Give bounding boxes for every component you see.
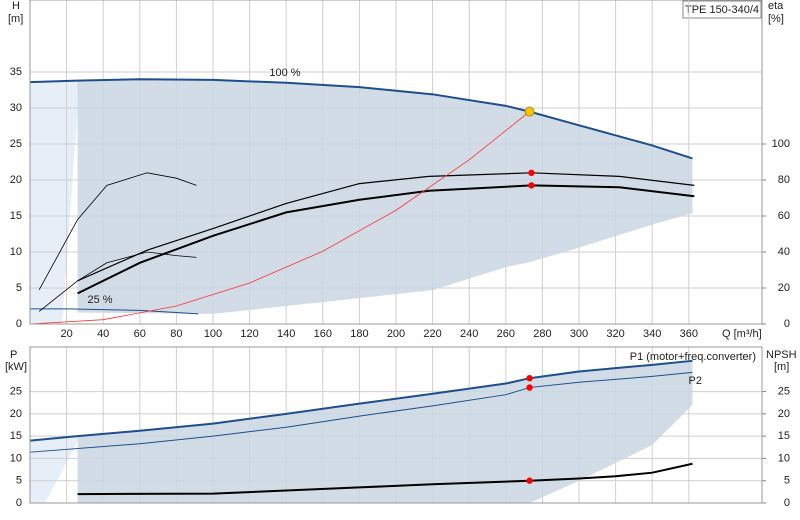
y-tick-label: 10	[10, 246, 22, 258]
x-tick-label: 160	[314, 328, 332, 340]
x-tick-label: 20	[60, 328, 72, 340]
x-axis-label: Q [m³/h]	[722, 328, 762, 340]
y-tick-label: 15	[10, 210, 22, 222]
duty-point	[524, 106, 535, 117]
y2-axis-unit: [m]	[774, 361, 789, 373]
y2-tick-label: 10	[778, 452, 790, 464]
x-tick-label: 200	[387, 328, 405, 340]
y2-tick-label: 5	[784, 475, 790, 487]
x-tick-label: 140	[277, 328, 295, 340]
curve	[29, 78, 693, 160]
y2-tick-label: 40	[778, 246, 790, 258]
plot-frame	[29, 0, 763, 325]
y2-tick-label: 20	[778, 282, 790, 294]
y-tick-label: 25	[10, 138, 22, 150]
y2-axis-label: eta	[768, 0, 784, 12]
y-axis-label: H	[12, 0, 20, 12]
operating-range	[77, 360, 693, 503]
curve	[38, 172, 197, 290]
y-tick-label: 20	[10, 408, 22, 420]
y-axis-label: P	[10, 349, 17, 361]
duty-point	[528, 182, 535, 189]
title-box	[682, 0, 762, 19]
x-tick-label: 100	[204, 328, 222, 340]
y-tick-label: 15	[10, 430, 22, 442]
y2-tick-label: 25	[778, 385, 790, 397]
light-region	[30, 81, 80, 324]
curve	[30, 308, 199, 315]
x-tick-label: 340	[643, 328, 661, 340]
x-tick-label: 60	[134, 328, 146, 340]
x-tick-label: 280	[533, 328, 551, 340]
duty-point	[526, 375, 533, 382]
duty-point	[526, 477, 533, 484]
x-tick-label: 260	[497, 328, 515, 340]
x-tick-label: 240	[460, 328, 478, 340]
light-region	[30, 437, 80, 503]
y2-tick-label: 0	[784, 318, 790, 330]
curve	[38, 251, 197, 312]
x-tick-label: 80	[170, 328, 182, 340]
duty-point	[526, 384, 533, 391]
y-axis-unit: [kW]	[5, 361, 27, 373]
y2-tick-label: 15	[778, 430, 790, 442]
y2-axis-label: NPSH	[766, 349, 797, 361]
y-tick-label: 20	[10, 174, 22, 186]
y-tick-label: 5	[16, 282, 22, 294]
x-tick-label: 300	[570, 328, 588, 340]
curve	[77, 172, 695, 282]
y-tick-label: 10	[10, 452, 22, 464]
y2-tick-label: 80	[778, 174, 790, 186]
x-tick-label: 40	[97, 328, 109, 340]
curve-label: P2	[689, 375, 702, 387]
curve-label: 25 %	[87, 294, 112, 306]
y2-axis-unit: [%]	[768, 13, 784, 25]
curve-label: P1 (motor+freq.converter)	[630, 351, 756, 363]
chart-title: TPE 150-340/4	[685, 4, 759, 16]
y-tick-label: 5	[16, 475, 22, 487]
y-tick-label: 0	[16, 318, 22, 330]
y2-tick-label: 0	[784, 497, 790, 509]
x-tick-label: 120	[240, 328, 258, 340]
plot-frame	[29, 346, 763, 504]
x-tick-label: 180	[350, 328, 368, 340]
duty-point	[528, 169, 535, 176]
curve	[29, 371, 693, 453]
curve	[77, 462, 693, 496]
y-tick-label: 0	[16, 497, 22, 509]
y-axis-unit: [m]	[8, 13, 23, 25]
y2-tick-label: 60	[778, 210, 790, 222]
x-tick-label: 320	[606, 328, 624, 340]
curve-label: 100 %	[269, 67, 300, 79]
y2-tick-label: 100	[772, 138, 790, 150]
x-tick-label: 360	[680, 328, 698, 340]
y-tick-label: 25	[10, 385, 22, 397]
curve	[29, 111, 530, 325]
curve	[29, 359, 693, 442]
y-tick-label: 30	[10, 102, 22, 114]
x-tick-label: 220	[423, 328, 441, 340]
y2-tick-label: 20	[778, 408, 790, 420]
y-tick-label: 35	[10, 66, 22, 78]
